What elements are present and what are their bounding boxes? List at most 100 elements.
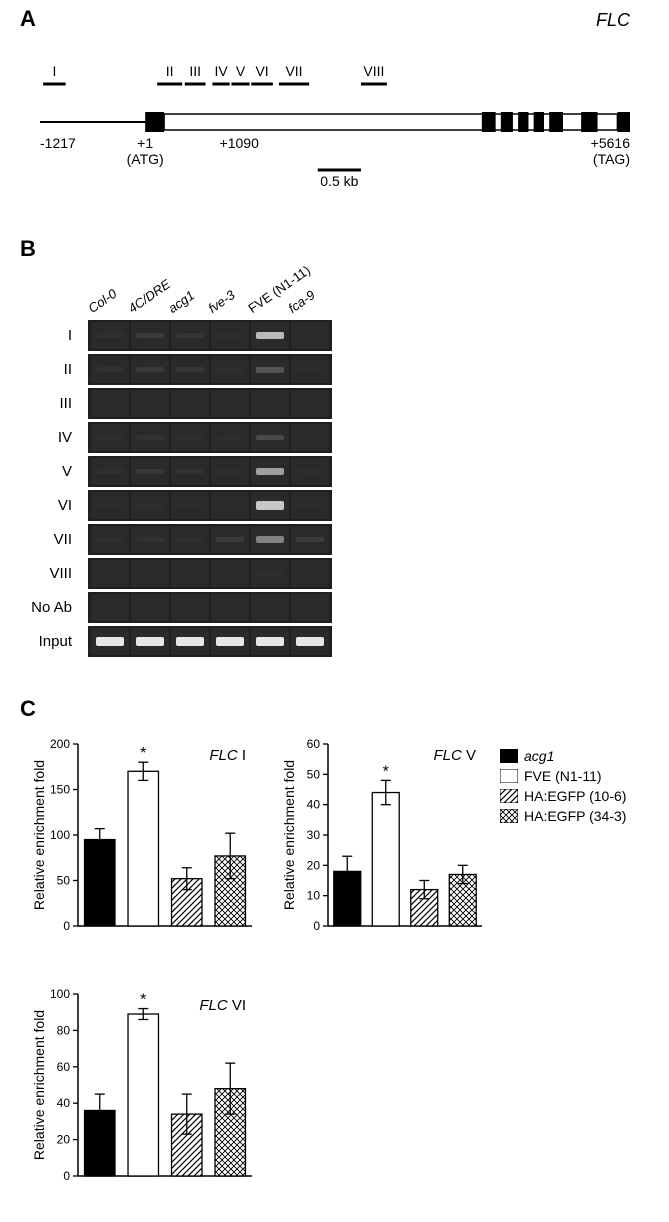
gel-lane	[211, 424, 249, 451]
svg-text:VII: VII	[285, 63, 302, 79]
gel-row: No Ab	[88, 592, 430, 623]
svg-text:40: 40	[57, 1096, 71, 1110]
gel-col-label: fve-3	[205, 287, 237, 316]
gel-band	[296, 605, 324, 609]
gel-lane	[291, 322, 329, 349]
gel-band	[216, 637, 244, 646]
gel-band	[176, 435, 204, 440]
gel-band	[176, 367, 204, 372]
gel-band	[216, 469, 244, 474]
gel-band	[256, 468, 284, 476]
gel-lane	[211, 560, 249, 587]
gel-lane	[171, 560, 209, 587]
gel-band	[216, 571, 244, 575]
gel-band	[136, 333, 164, 338]
svg-text:0.5 kb: 0.5 kb	[320, 173, 358, 189]
legend-swatch	[500, 749, 518, 763]
legend-label: HA:EGFP (34-3)	[524, 808, 626, 824]
gel-lane	[171, 458, 209, 485]
gel-row: VII	[88, 524, 430, 555]
svg-text:+1: +1	[137, 135, 153, 151]
gel-band	[136, 469, 164, 474]
gel-row: II	[88, 354, 430, 385]
gel-band	[216, 537, 244, 542]
gel-band	[296, 435, 324, 439]
svg-text:0: 0	[63, 919, 70, 933]
gel-band	[136, 571, 164, 575]
gel-lane	[291, 628, 329, 655]
svg-text:0: 0	[313, 919, 320, 933]
gel-lane	[291, 492, 329, 519]
gel-band	[296, 571, 324, 575]
gel-lane	[171, 492, 209, 519]
panel-b: B Col-04C/DREacg1fve-3FVE (N1-11)fca-9 I…	[30, 240, 430, 660]
panel-c-label: C	[20, 696, 36, 722]
gel-band	[136, 435, 164, 440]
gel-band	[136, 637, 164, 646]
gel-band	[136, 401, 164, 405]
gel-row-label: No Ab	[30, 599, 80, 616]
gel-lane	[251, 526, 289, 553]
svg-text:Relative enrichment fold: Relative enrichment fold	[281, 760, 297, 910]
panel-a-label: A	[20, 6, 36, 32]
gel-band	[256, 435, 284, 441]
gel-band	[296, 537, 324, 542]
bar-chart: 0102030405060*FLC VRelative enrichment f…	[280, 730, 490, 940]
gel-lane	[211, 458, 249, 485]
gel-band	[96, 469, 124, 474]
gel-column-labels: Col-04C/DREacg1fve-3FVE (N1-11)fca-9	[88, 240, 348, 320]
gel-band	[216, 435, 244, 439]
gel-lane	[131, 424, 169, 451]
gel-lane	[91, 424, 129, 451]
svg-text:50: 50	[57, 874, 71, 888]
svg-text:I: I	[52, 63, 56, 79]
gel-band	[96, 435, 124, 440]
gel-lane	[291, 356, 329, 383]
gel-row: I	[88, 320, 430, 351]
gel-band	[96, 637, 124, 646]
gel-lane	[251, 356, 289, 383]
svg-text:-1217: -1217	[40, 135, 76, 151]
gel-lane	[131, 594, 169, 621]
svg-text:Relative enrichment fold: Relative enrichment fold	[31, 1010, 47, 1160]
gel-row: VI	[88, 490, 430, 521]
gel-row-label: III	[30, 395, 80, 412]
gel-image: IIIIIIIVVVIVIIVIIINo AbInput	[88, 320, 430, 657]
gel-lane	[291, 458, 329, 485]
gel-band	[256, 571, 284, 576]
gene-diagram: IIIIIIIVVVIVIIVIII-1217+1(ATG)+1090+5616…	[30, 36, 640, 206]
svg-text:+1090: +1090	[220, 135, 260, 151]
svg-text:150: 150	[50, 783, 70, 797]
gel-lane	[291, 390, 329, 417]
gel-band	[96, 605, 124, 609]
chart-legend: acg1FVE (N1-11)HA:EGFP (10-6)HA:EGFP (34…	[500, 732, 626, 828]
gel-band	[136, 537, 164, 542]
gel-lane	[91, 458, 129, 485]
gel-lane	[251, 628, 289, 655]
gel-row: Input	[88, 626, 430, 657]
gel-row-label: V	[30, 463, 80, 480]
gel-band	[256, 605, 284, 609]
gene-name: FLC	[596, 10, 630, 31]
gel-lane	[91, 628, 129, 655]
gel-band	[176, 503, 204, 507]
svg-text:0: 0	[63, 1169, 70, 1183]
gel-band	[176, 401, 204, 405]
gel-row: IV	[88, 422, 430, 453]
legend-label: acg1	[524, 748, 554, 764]
gel-lane	[131, 628, 169, 655]
gel-row-label: Input	[30, 633, 80, 650]
legend-item: acg1	[500, 748, 626, 764]
gel-band	[136, 503, 164, 508]
gel-band	[96, 537, 124, 542]
gel-row-label: VI	[30, 497, 80, 514]
gel-band	[96, 367, 124, 372]
gel-lane	[91, 526, 129, 553]
gel-band	[296, 333, 324, 337]
gel-band	[296, 401, 324, 405]
gel-lane	[211, 356, 249, 383]
gel-band	[96, 401, 124, 405]
gel-band	[296, 503, 324, 507]
svg-text:200: 200	[50, 737, 70, 751]
gel-band	[176, 333, 204, 338]
